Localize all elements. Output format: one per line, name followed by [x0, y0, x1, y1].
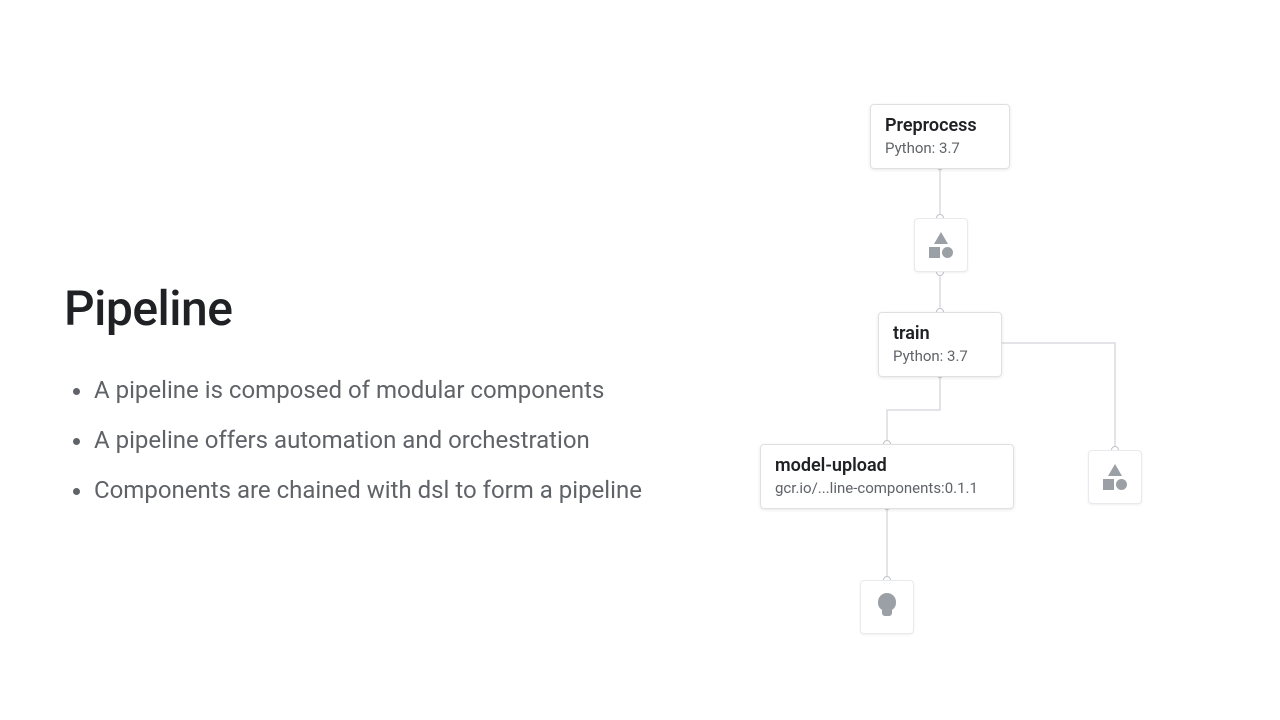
node-title: train	[893, 323, 987, 345]
node-artifact-bulb	[860, 580, 914, 634]
pipeline-diagram: Preprocess Python: 3.7 train Python: 3.7…	[0, 0, 1280, 720]
node-title: Preprocess	[885, 115, 995, 137]
node-subtitle: Python: 3.7	[893, 347, 987, 367]
shapes-icon	[927, 232, 955, 258]
node-model-upload: model-upload gcr.io/...line-components:0…	[760, 444, 1014, 509]
node-artifact-shapes	[914, 218, 968, 272]
node-subtitle: Python: 3.7	[885, 139, 995, 159]
node-subtitle: gcr.io/...line-components:0.1.1	[775, 479, 999, 499]
lightbulb-icon	[876, 593, 898, 621]
node-train: train Python: 3.7	[878, 312, 1002, 377]
shapes-icon	[1101, 464, 1129, 490]
node-preprocess: Preprocess Python: 3.7	[870, 104, 1010, 169]
node-artifact-shapes	[1088, 450, 1142, 504]
node-title: model-upload	[775, 455, 999, 477]
diagram-edges	[0, 0, 1280, 720]
